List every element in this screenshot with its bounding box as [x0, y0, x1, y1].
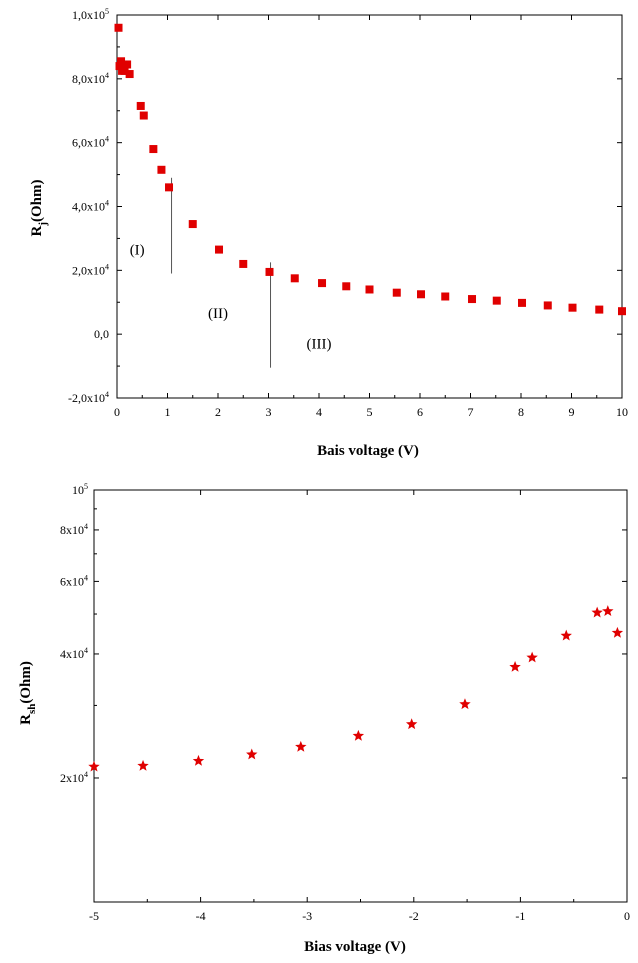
- chart1-x-tick-label: 4: [316, 405, 322, 419]
- chart1-data-point: [136, 101, 145, 110]
- chart1-data-point: [188, 220, 197, 229]
- chart2-y-tick-label: 2x104: [60, 770, 88, 785]
- chart2-data-point: [459, 698, 471, 710]
- chart1-data-point: [125, 70, 134, 79]
- chart1-data-point: [595, 305, 604, 314]
- chart2-data-point: [591, 606, 603, 618]
- chart1-data-point: [417, 290, 426, 299]
- chart1-data-point: [568, 303, 577, 312]
- chart2-x-tick-label: -4: [196, 909, 206, 923]
- chart1-x-axis-label: Bais voltage (V): [317, 443, 419, 459]
- chart1-data-point: [392, 288, 401, 297]
- chart1-x-tick-label: 0: [114, 405, 120, 419]
- chart2-y-tick-label: 8x104: [60, 522, 88, 537]
- chart1-x-tick-label: 9: [569, 405, 575, 419]
- chart1-x-tick-label: 3: [266, 405, 272, 419]
- chart2-data-point: [509, 660, 521, 672]
- chart1-data-point: [123, 60, 132, 69]
- chart1-data-point: [468, 295, 477, 304]
- chart1-ticks: 0 1 2 3 4 5 6 7 8 9 10 -2,0x104 0,0 2,0x104 4,0x104 6,0…: [68, 7, 628, 419]
- chart2-y-tick-label: 4x104: [60, 646, 88, 661]
- chart1-data-point: [365, 285, 374, 294]
- chart1-data-point: [318, 279, 327, 288]
- chart2-x-tick-label: -2: [409, 909, 419, 923]
- chart1-data-point: [139, 111, 148, 120]
- chart1-data-point: [492, 296, 501, 305]
- chart2-data-point: [526, 651, 538, 663]
- chart1-data-point: [265, 267, 274, 276]
- chart2-data-point: [88, 760, 100, 772]
- chart1-data-point: [518, 298, 527, 307]
- chart1-data-point: [239, 259, 248, 268]
- chart2-plot-frame: [93, 489, 628, 903]
- chart2-data-point: [405, 718, 418, 730]
- chart2-data-point: [352, 729, 365, 741]
- chart1-axes: [116, 14, 623, 399]
- shunt-resistance-chart: -5 -4 -3 -2 -1 0 2x104 4x104 6x104 8x104 105 Bias …: [18, 482, 630, 955]
- chart1-data-point: [115, 62, 124, 71]
- chart1-region-label: (I): [130, 242, 145, 258]
- chart1-region-label: (II): [208, 306, 228, 322]
- chart1-region-label: (III): [307, 337, 332, 353]
- chart1-y-tick-label: 1,0x105: [72, 7, 109, 22]
- chart1-data-point: [149, 145, 158, 154]
- chart1-y-tick-label: 2,0x104: [72, 262, 109, 277]
- chart2-ticks: -5 -4 -3 -2 -1 0 2x104 4x104 6x104 8x104 105: [60, 482, 630, 923]
- chart2-data-point: [611, 626, 624, 638]
- chart1-data-point: [157, 165, 166, 174]
- chart2-data-point: [602, 605, 614, 617]
- chart1-y-tick-label: -2,0x104: [68, 390, 109, 405]
- chart1-data-point: [543, 301, 552, 310]
- chart2-y-tick-label: 105: [72, 482, 88, 497]
- chart1-plot-frame: [116, 14, 623, 399]
- chart1-data-point: [117, 57, 126, 66]
- chart1-data-point: [114, 23, 123, 32]
- chart1-annotations: (I) (II) (III): [130, 242, 332, 352]
- chart1-data-point: [441, 292, 450, 301]
- chart1-x-tick-label: 2: [215, 405, 221, 419]
- chart1-x-tick-label: 10: [616, 405, 628, 419]
- chart2-data-point: [192, 754, 205, 766]
- chart1-y-tick-label: 8,0x104: [72, 71, 109, 86]
- chart2-data-point: [137, 759, 149, 771]
- chart2-x-axis-label: Bias voltage (V): [304, 939, 406, 955]
- chart1-data-point: [120, 66, 129, 75]
- chart1-x-tick-label: 8: [518, 405, 524, 419]
- chart2-data-points: [88, 605, 624, 772]
- chart1-y-tick-label: 6,0x104: [72, 135, 109, 150]
- chart2-y-tick-label: 6x104: [60, 573, 88, 588]
- chart1-x-tick-label: 1: [165, 405, 171, 419]
- chart1-x-tick-label: 7: [468, 405, 474, 419]
- chart2-x-tick-label: -1: [515, 909, 525, 923]
- junction-resistance-chart: 0 1 2 3 4 5 6 7 8 9 10 -2,0x104 0,0 2,0x104 4,0x104 6,0…: [29, 7, 628, 459]
- chart1-x-tick-label: 5: [367, 405, 373, 419]
- chart2-x-tick-label: -5: [89, 909, 99, 923]
- chart1-data-point: [342, 282, 351, 291]
- chart1-y-tick-label: 0,0: [94, 327, 109, 341]
- chart1-data-point: [290, 274, 299, 283]
- chart1-data-point: [215, 245, 224, 254]
- chart1-data-points: [114, 23, 626, 316]
- chart2-y-axis-label: Rsh(Ohm): [18, 661, 38, 725]
- chart1-region-dividers: [171, 177, 272, 368]
- chart2-data-point: [246, 748, 258, 760]
- chart1-data-point: [165, 183, 174, 192]
- chart2-axes: [93, 489, 628, 903]
- chart2-x-tick-label: -3: [302, 909, 312, 923]
- chart1-y-axis-label: Rj(Ohm): [29, 179, 49, 236]
- chart2-data-point: [295, 740, 307, 752]
- chart1-y-tick-label: 4,0x104: [72, 199, 109, 214]
- chart1-data-point: [618, 307, 626, 316]
- chart1-x-tick-label: 6: [417, 405, 423, 419]
- chart2-x-tick-label: 0: [624, 909, 630, 923]
- chart2-data-point: [560, 629, 572, 641]
